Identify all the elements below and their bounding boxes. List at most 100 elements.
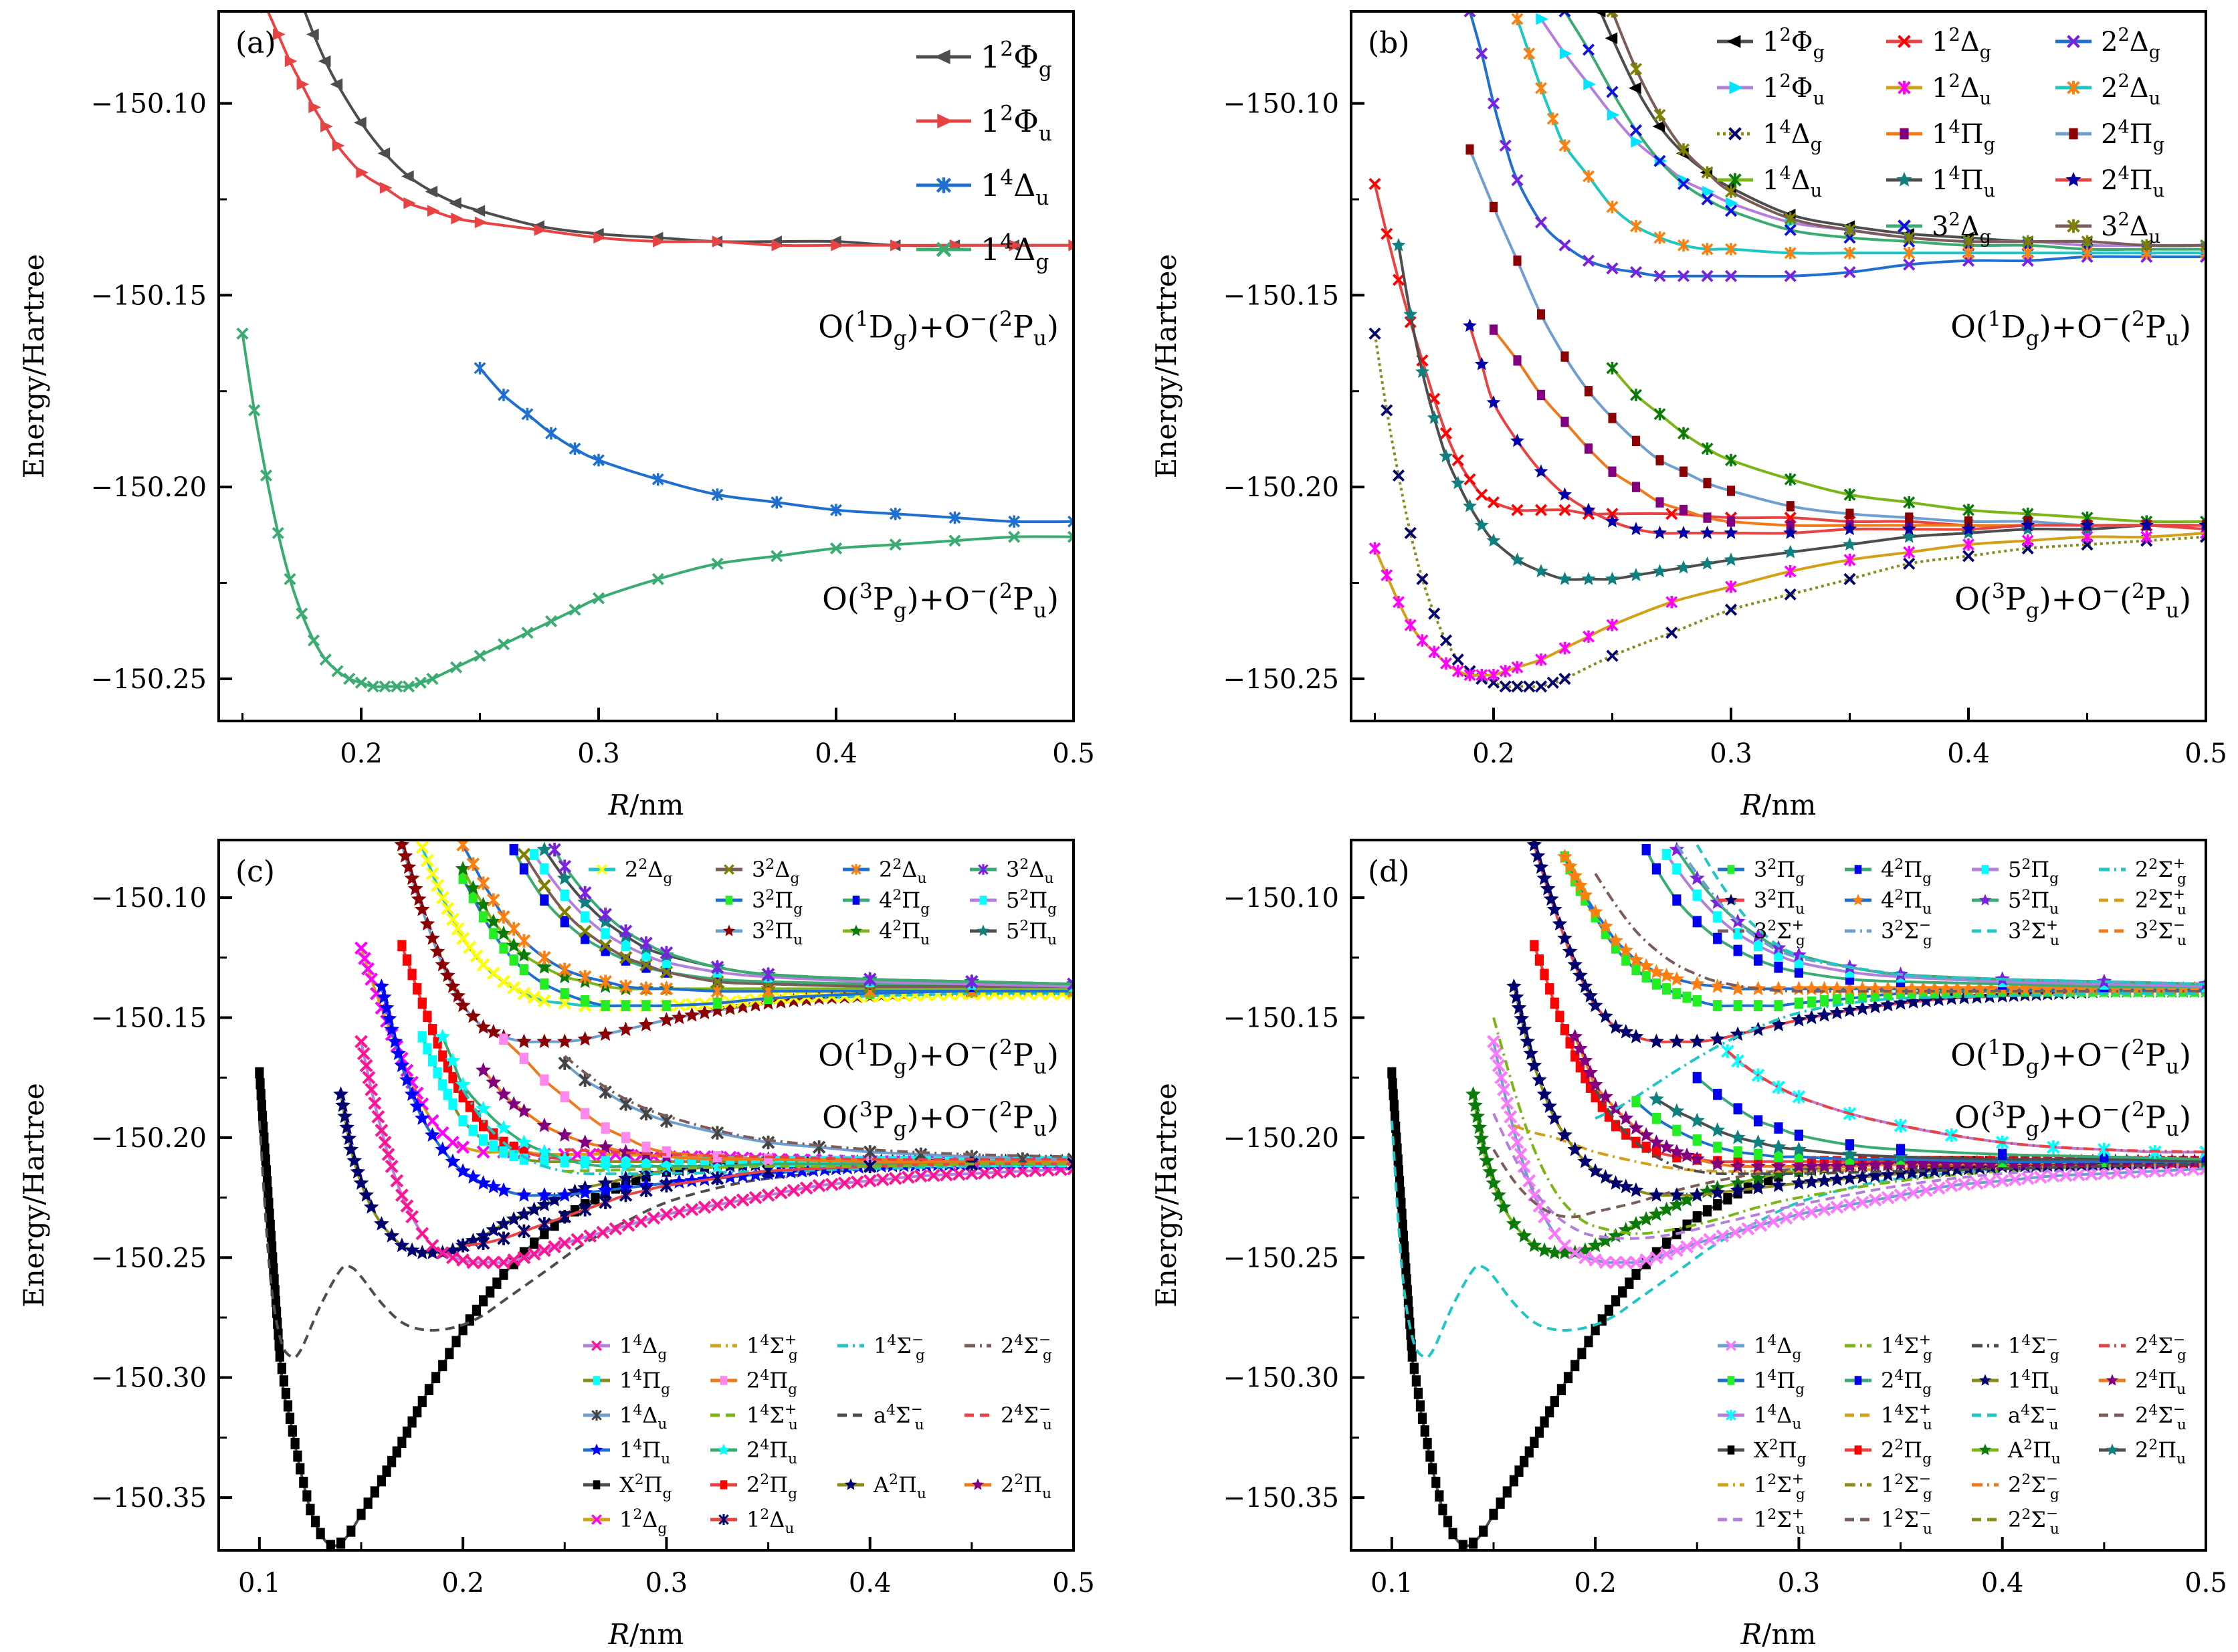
- data-point: [1679, 504, 1688, 516]
- data-point: [685, 1203, 699, 1217]
- data-point: [578, 970, 592, 984]
- data-point: [1817, 1007, 1832, 1022]
- series-line: [1516, 18, 2206, 255]
- data-point: [256, 1089, 266, 1100]
- data-point: [619, 924, 633, 938]
- data-point: [578, 924, 592, 938]
- legend-marker: [971, 1478, 985, 1490]
- data-point: [1902, 522, 1916, 536]
- data-point: [1651, 863, 1661, 875]
- data-point: [710, 984, 724, 999]
- data-point: [1474, 518, 1489, 532]
- data-point: [1597, 1008, 1613, 1023]
- data-point: [1619, 1255, 1633, 1269]
- data-point: [639, 1183, 653, 1198]
- data-point: [1546, 902, 1562, 916]
- data-point: [1465, 144, 1474, 155]
- data-point: [296, 607, 308, 620]
- data-point: [1584, 443, 1593, 454]
- data-point: [346, 1525, 356, 1537]
- data-point: [455, 861, 471, 875]
- data-point: [1399, 1230, 1409, 1242]
- data-point: [266, 1230, 276, 1242]
- data-point: [1577, 1053, 1593, 1067]
- data-point: [597, 1026, 613, 1041]
- data-point: [774, 1186, 788, 1200]
- data-point: [1428, 1463, 1437, 1475]
- data-point: [914, 1169, 928, 1183]
- data-point: [1540, 968, 1549, 980]
- x-tick-label: 0.2: [1472, 738, 1515, 769]
- data-point: [672, 1205, 686, 1219]
- legend-marker: [720, 1480, 728, 1489]
- series-line: [1645, 849, 2206, 989]
- data-point: [1692, 995, 1702, 1007]
- legend-label: 12Φu: [981, 102, 1052, 146]
- legend-marker: [2067, 80, 2080, 95]
- data-point: [581, 995, 590, 1007]
- data-point: [1558, 487, 1572, 501]
- data-point: [773, 994, 789, 1009]
- data-point: [527, 991, 541, 1004]
- data-point: [530, 849, 539, 860]
- data-point: [1724, 552, 1738, 566]
- data-point: [1713, 1088, 1722, 1100]
- asymptote-label-3P: O(3Pg)+O−(2Pu): [1954, 1098, 2191, 1141]
- data-point: [1399, 1241, 1409, 1253]
- data-point: [1701, 270, 1714, 282]
- data-point: [404, 1242, 420, 1257]
- data-point: [1733, 1000, 1742, 1011]
- data-point: [1906, 994, 1921, 1009]
- data-point: [1491, 1187, 1506, 1202]
- data-point: [255, 1067, 264, 1079]
- data-point: [599, 974, 612, 989]
- legend-marker: [1851, 894, 1865, 906]
- data-point: [1676, 560, 1691, 574]
- data-point: [407, 881, 423, 896]
- data-point: [1703, 478, 1712, 489]
- asymptote-label-3P: O(3Pg)+O−(2Pu): [822, 579, 1059, 623]
- x-tick-label: 0.1: [1370, 1568, 1413, 1598]
- data-point: [1584, 386, 1593, 397]
- legend-entry: 32Πu: [1718, 887, 1805, 918]
- data-point: [593, 453, 605, 467]
- data-point: [1629, 1255, 1643, 1269]
- data-point: [1548, 1227, 1562, 1241]
- asymptote-label-1D: O(1Dg)+O−(2Pu): [818, 1035, 1059, 1079]
- data-point: [771, 496, 783, 509]
- data-point: [1611, 1120, 1621, 1132]
- data-point: [939, 1168, 953, 1182]
- data-point: [1391, 1122, 1401, 1133]
- data-point: [1651, 978, 1661, 990]
- data-point: [735, 999, 750, 1014]
- data-point: [786, 993, 801, 1008]
- data-point: [540, 1228, 549, 1239]
- legend-entry: 32Πg: [1718, 856, 1805, 887]
- data-point: [1649, 964, 1664, 978]
- legend-marker: [937, 113, 953, 129]
- data-point: [466, 857, 480, 871]
- data-point: [486, 1074, 502, 1090]
- data-point: [536, 1033, 552, 1049]
- data-point: [354, 676, 368, 689]
- series-markers: [261, 11, 1074, 251]
- data-point: [1730, 1158, 1746, 1173]
- data-point: [379, 182, 393, 194]
- data-point: [1511, 174, 1524, 187]
- data-point: [711, 488, 724, 501]
- data-point: [1629, 266, 1643, 279]
- data-point: [710, 1198, 724, 1212]
- legend-entry: 22Δg: [589, 856, 672, 887]
- data-point: [965, 974, 979, 989]
- data-point: [376, 989, 392, 1004]
- data-point: [1516, 1021, 1532, 1037]
- data-point: [1659, 1247, 1673, 1261]
- data-point: [413, 1406, 422, 1418]
- data-point: [618, 1144, 633, 1159]
- legend-label: 14Σ+ g: [1881, 1332, 1932, 1364]
- data-point: [1701, 442, 1714, 455]
- y-tick-label: −150.20: [91, 1123, 207, 1154]
- legend-marker: [597, 864, 607, 875]
- legend-marker: [722, 924, 736, 936]
- data-point: [1750, 1021, 1766, 1037]
